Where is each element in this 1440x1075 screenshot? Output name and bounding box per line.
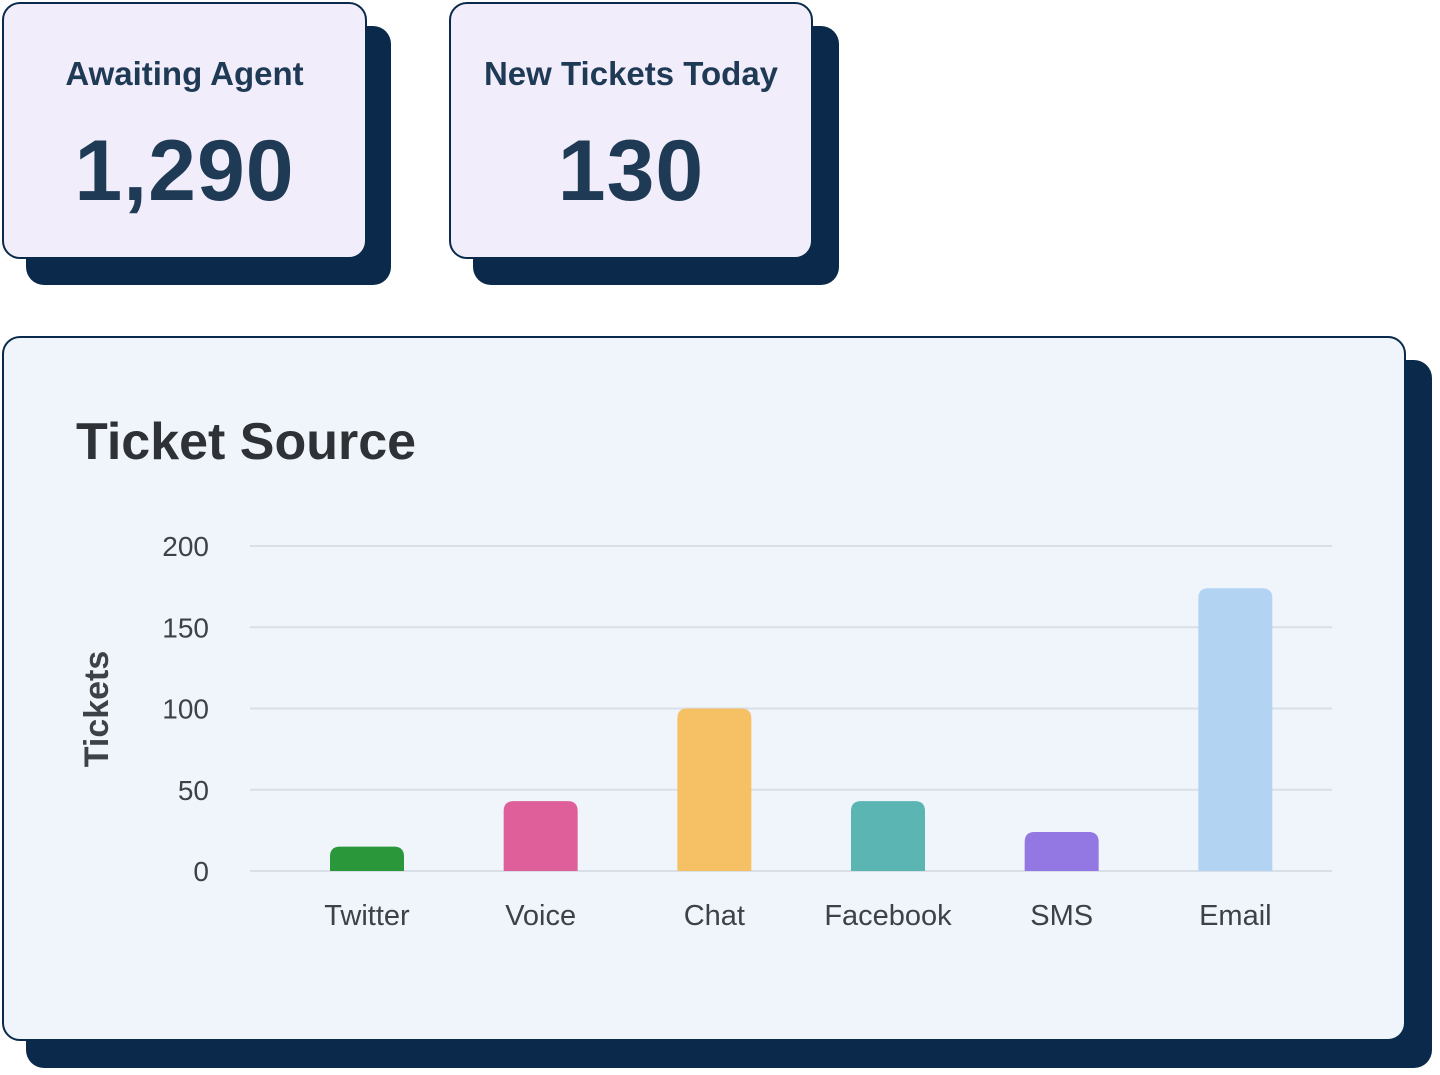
y-tick-label: 100: [162, 694, 209, 725]
x-category-label: SMS: [1030, 900, 1093, 932]
y-axis-title: Tickets: [78, 651, 116, 768]
bar-twitter: [330, 846, 404, 871]
awaiting-agent-value: 1,290: [74, 123, 295, 219]
ticket-source-card: [2, 336, 1406, 1041]
new-tickets-today-label: New Tickets Today: [483, 55, 779, 92]
y-tick-label: 150: [162, 612, 209, 643]
y-tick-label: 50: [178, 775, 209, 806]
x-category-label: Twitter: [324, 900, 410, 932]
chart-title: Ticket Source: [76, 413, 417, 471]
bar-chat: [677, 708, 752, 871]
x-category-label: Facebook: [824, 900, 952, 932]
y-axis-ticks: 0 50 100 150 200: [162, 531, 209, 887]
x-category-label: Email: [1199, 900, 1272, 932]
bars: [330, 588, 1273, 871]
awaiting-agent-label: Awaiting Agent: [65, 55, 304, 92]
y-tick-label: 200: [162, 531, 209, 562]
bar-email: [1198, 588, 1273, 871]
x-axis-categories: Twitter Voice Chat Facebook SMS Email: [324, 900, 1271, 932]
bar-voice: [503, 801, 578, 871]
new-tickets-today-value: 130: [557, 123, 705, 219]
x-category-label: Chat: [684, 900, 745, 932]
y-tick-label: 0: [193, 856, 209, 887]
gridlines: [250, 545, 1332, 872]
bar-facebook: [851, 801, 925, 871]
new-tickets-today-card: New Tickets Today 130: [449, 2, 813, 259]
bar-sms: [1024, 832, 1099, 871]
x-category-label: Voice: [505, 900, 576, 932]
awaiting-agent-card: Awaiting Agent 1,290: [2, 2, 367, 259]
